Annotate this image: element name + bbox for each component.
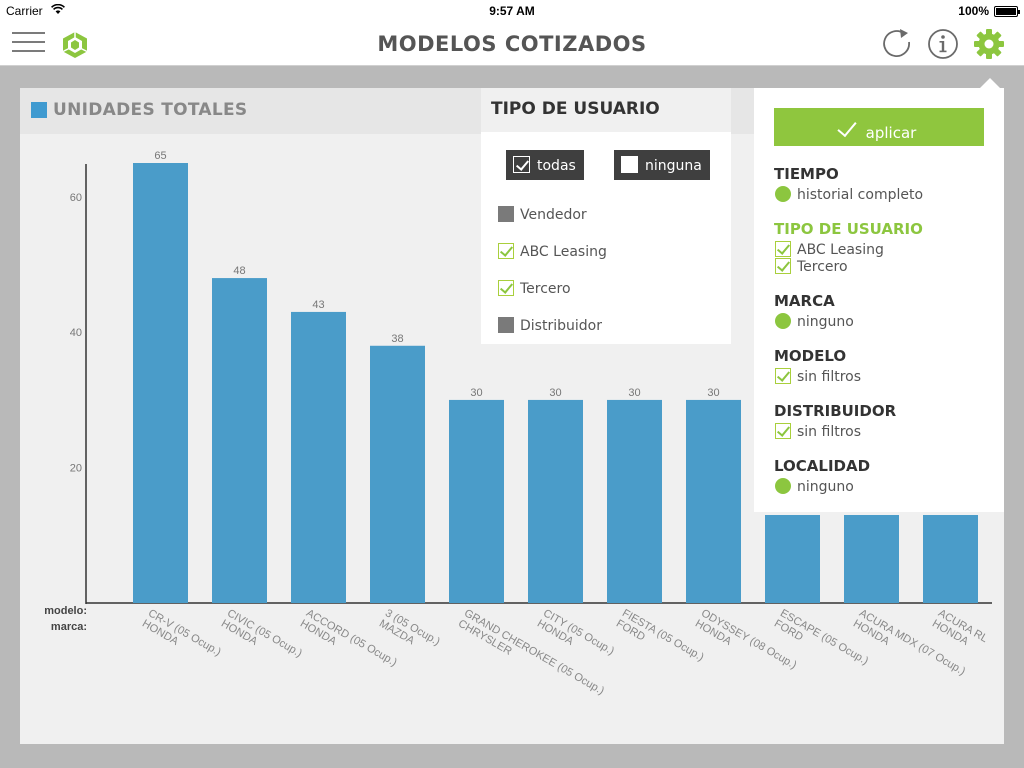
y-tick-label: 40 — [70, 327, 82, 339]
section-marca-value: ninguno — [775, 313, 854, 330]
check-icon — [775, 258, 791, 274]
option-tercero[interactable]: Tercero — [498, 280, 571, 297]
dot-icon — [775, 313, 791, 329]
wifi-icon — [51, 3, 65, 18]
page-title: MODELOS COTIZADOS — [377, 32, 647, 56]
value-label: ninguno — [797, 479, 854, 495]
user-type-filter-title: TIPO DE USUARIO — [481, 88, 731, 132]
nav-bar: MODELOS COTIZADOS — [0, 22, 1024, 66]
select-all-label: todas — [537, 158, 576, 174]
checkbox-distribuidor — [498, 317, 514, 333]
bar-value-label: 48 — [233, 265, 245, 277]
check-icon — [775, 423, 791, 439]
bar[interactable] — [844, 515, 899, 603]
value-label: ninguno — [797, 314, 854, 330]
section-distribuidor-title[interactable]: DISTRIBUIDOR — [774, 402, 897, 420]
value-label: sin filtros — [797, 369, 862, 385]
dot-icon — [775, 186, 791, 202]
status-bar: Carrier 9:57 AM 100% — [0, 0, 1024, 22]
info-icon[interactable] — [926, 27, 960, 61]
select-all-button[interactable]: todas — [506, 150, 584, 180]
bar-value-label: 65 — [154, 150, 166, 162]
bar-value-label: 30 — [707, 387, 719, 399]
modelo-label: GRAND CHEROKEE (05 Ocup.) — [462, 607, 606, 697]
gear-icon[interactable] — [972, 27, 1006, 61]
section-tipo-usuario-value-2: Tercero — [775, 258, 848, 275]
modelo-row-label: modelo: — [44, 605, 87, 617]
popover-arrow — [980, 78, 1000, 88]
section-modelo-title[interactable]: MODELO — [774, 347, 847, 365]
option-label: Vendedor — [520, 207, 587, 223]
settings-popover: aplicar TIEMPO historial completo TIPO D… — [754, 78, 1004, 512]
value-label: sin filtros — [797, 424, 862, 440]
clock: 9:57 AM — [489, 4, 535, 18]
bar[interactable] — [686, 399, 741, 603]
bar-value-label: 43 — [312, 299, 324, 311]
section-modelo-value: sin filtros — [775, 368, 861, 385]
select-all-checkbox — [513, 156, 530, 173]
bar-value-label: 30 — [470, 387, 482, 399]
checkbox-abc-leasing — [498, 243, 514, 259]
apply-label: aplicar — [865, 124, 917, 142]
bar[interactable] — [607, 399, 662, 603]
bar[interactable] — [291, 311, 346, 603]
value-label: historial completo — [797, 187, 924, 203]
dot-icon — [775, 478, 791, 494]
marca-row-label: marca: — [51, 621, 87, 633]
option-vendedor[interactable]: Vendedor — [498, 206, 587, 223]
checkbox-vendedor — [498, 206, 514, 222]
option-distribuidor[interactable]: Distribuidor — [498, 317, 602, 334]
x-tick-label: CR-V (05 Ocup.)HONDA — [140, 607, 223, 658]
x-tick-label: FIESTA (05 Ocup.)FORD — [614, 607, 706, 663]
checkbox-tercero — [498, 280, 514, 296]
y-tick-label: 60 — [70, 192, 82, 204]
select-none-button[interactable]: ninguna — [614, 150, 710, 180]
bar[interactable] — [449, 399, 504, 603]
bar-value-label: 38 — [391, 333, 403, 345]
bar-value-label: 30 — [628, 387, 640, 399]
x-tick-label: CIVIC (05 Ocup.)HONDA — [219, 607, 304, 660]
value-label: ABC Leasing — [797, 242, 884, 258]
section-tiempo-title[interactable]: TIEMPO — [774, 165, 839, 183]
section-localidad-title[interactable]: LOCALIDAD — [774, 457, 871, 475]
section-tipo-usuario-title[interactable]: TIPO DE USUARIO — [774, 220, 923, 238]
refresh-icon[interactable] — [880, 27, 914, 61]
legend-swatch — [31, 102, 47, 118]
check-icon — [775, 241, 791, 257]
bar[interactable] — [212, 278, 267, 603]
user-type-filter-popover: TIPO DE USUARIO todas ninguna Vendedor A… — [481, 88, 731, 344]
option-label: ABC Leasing — [520, 244, 607, 260]
option-abc-leasing[interactable]: ABC Leasing — [498, 243, 607, 260]
x-tick-label: GRAND CHEROKEE (05 Ocup.)CHRYSLER — [456, 607, 606, 697]
bar[interactable] — [923, 515, 978, 603]
bar-value-label: 30 — [549, 387, 561, 399]
bar[interactable] — [370, 345, 425, 603]
section-localidad-value: ninguno — [775, 478, 854, 495]
battery-percent: 100% — [958, 4, 989, 18]
logo-icon — [60, 30, 90, 60]
bar[interactable] — [528, 399, 583, 603]
chart-title: UNIDADES TOTALES — [53, 100, 248, 120]
bar[interactable] — [765, 515, 820, 603]
section-distribuidor-value: sin filtros — [775, 423, 861, 440]
check-icon — [837, 116, 857, 138]
carrier-label: Carrier — [6, 4, 43, 18]
option-label: Tercero — [520, 281, 571, 297]
select-none-label: ninguna — [645, 158, 702, 174]
option-label: Distribuidor — [520, 318, 602, 334]
select-none-checkbox — [621, 156, 638, 173]
bar[interactable] — [133, 163, 188, 603]
bar-chart: 20 40 60 65 48 43 38 30 30 30 30 CR-V (05 Ocup.)H… — [44, 150, 992, 697]
apply-button[interactable]: aplicar — [774, 108, 984, 146]
value-label: Tercero — [797, 259, 848, 275]
check-icon — [775, 368, 791, 384]
menu-icon[interactable] — [12, 32, 45, 54]
battery-icon — [994, 6, 1020, 17]
section-tiempo-value: historial completo — [775, 186, 923, 203]
section-tipo-usuario-value-1: ABC Leasing — [775, 241, 884, 258]
section-marca-title[interactable]: MARCA — [774, 292, 835, 310]
y-tick-label: 20 — [70, 463, 82, 475]
